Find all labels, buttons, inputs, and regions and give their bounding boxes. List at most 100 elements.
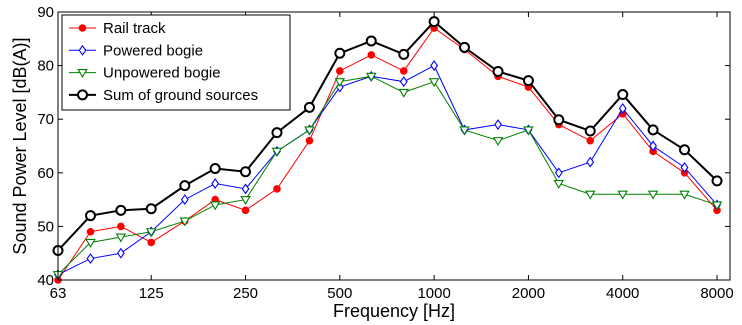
legend-marker: [78, 44, 87, 56]
legend-item: Sum of ground sources: [69, 87, 258, 104]
data-point: [86, 253, 95, 265]
y-tick-label: 60: [37, 165, 54, 182]
data-point: [271, 147, 283, 157]
series-4: [52, 16, 723, 257]
data-point: [617, 190, 628, 200]
data-point: [241, 206, 250, 215]
data-point: [647, 124, 659, 136]
legend-box: [61, 14, 291, 111]
y-tick-label: 40: [37, 272, 54, 289]
data-point: [492, 65, 504, 77]
data-point: [334, 47, 346, 59]
data-point: [115, 233, 127, 243]
data-point: [209, 201, 221, 211]
legend: Rail track Powered bogie Unpowered bogie Su…: [61, 14, 291, 111]
y-tick-label: 70: [37, 111, 54, 128]
y-tick-label: 50: [37, 218, 54, 235]
data-point: [679, 190, 690, 200]
legend-marker: [78, 24, 87, 32]
data-point: [647, 190, 659, 200]
data-point: [116, 247, 125, 259]
data-point: [305, 136, 314, 145]
data-point: [586, 156, 595, 168]
data-point: [553, 114, 565, 126]
data-point: [271, 127, 283, 139]
data-point: [399, 76, 408, 88]
data-point: [336, 67, 344, 75]
data-point: [711, 201, 723, 211]
data-point: [398, 88, 410, 98]
series-line: [57, 27, 718, 281]
legend-marker: [77, 69, 88, 78]
x-tick-label: 250: [233, 285, 258, 302]
x-tick-label: 4000: [606, 285, 639, 302]
x-axis-ticks: 63 125 250 500 1000 2000 4000 8000: [50, 12, 734, 302]
data-point: [523, 126, 534, 136]
data-point: [211, 178, 220, 189]
x-tick-label: 125: [139, 285, 164, 302]
x-tick-label: 8000: [700, 285, 733, 302]
data-point: [649, 140, 658, 152]
data-point: [180, 194, 189, 206]
data-point: [304, 126, 315, 136]
data-point: [617, 89, 629, 101]
data-point: [430, 60, 439, 72]
y-tick-label: 80: [37, 58, 54, 75]
data-point: [522, 75, 534, 87]
data-point: [586, 136, 595, 145]
data-point: [85, 210, 97, 222]
data-point: [494, 119, 502, 131]
plot-frame: [57, 11, 731, 281]
data-point: [554, 167, 563, 179]
data-point: [711, 175, 723, 187]
data-point: [398, 48, 410, 60]
data-point: [147, 238, 156, 247]
legend-label: Powered bogie: [103, 42, 203, 59]
data-point: [367, 51, 376, 59]
data-point: [145, 228, 157, 238]
data-point: [179, 180, 191, 192]
legend-label: Sum of ground sources: [103, 87, 258, 104]
legend-label: Unpowered bogie: [103, 65, 221, 82]
data-point: [86, 227, 95, 236]
y-tick-label: 90: [37, 4, 54, 21]
data-point: [399, 67, 408, 75]
data-point: [428, 16, 440, 28]
data-point: [365, 35, 377, 47]
data-point: [459, 126, 470, 136]
data-point: [428, 78, 440, 88]
data-point: [209, 163, 221, 175]
x-tick-label: 500: [327, 285, 352, 302]
legend-label: Rail track: [103, 20, 166, 37]
data-point: [85, 238, 96, 248]
data-point: [145, 203, 157, 215]
series-line: [57, 75, 718, 275]
data-point: [240, 166, 252, 178]
data-point: [241, 183, 250, 195]
x-tick-label: 63: [50, 285, 67, 302]
legend-item: Rail track: [69, 20, 166, 37]
series-line: [57, 20, 718, 252]
data-point: [584, 190, 596, 200]
data-point: [334, 78, 346, 88]
data-point: [679, 144, 691, 156]
series-line: [57, 64, 718, 276]
data-point: [680, 161, 689, 173]
y-axis-ticks: 40 50 60 70 80 90: [37, 4, 730, 289]
legend-item: Powered bogie: [69, 42, 203, 59]
data-point: [273, 185, 281, 193]
data-point: [492, 137, 504, 147]
legend-item: Unpowered bogie: [69, 65, 221, 82]
data-point: [366, 72, 377, 82]
data-point: [115, 204, 127, 216]
y-axis-title: Sound Power Level [dB(A)]: [10, 37, 30, 254]
data-point: [240, 196, 251, 205]
data-point: [553, 179, 565, 189]
data-point: [618, 103, 627, 114]
data-point: [303, 101, 315, 113]
data-point: [458, 41, 470, 53]
x-tick-label: 2000: [512, 285, 545, 302]
legend-marker: [77, 89, 88, 101]
x-axis-title: Frequency [Hz]: [333, 301, 455, 321]
